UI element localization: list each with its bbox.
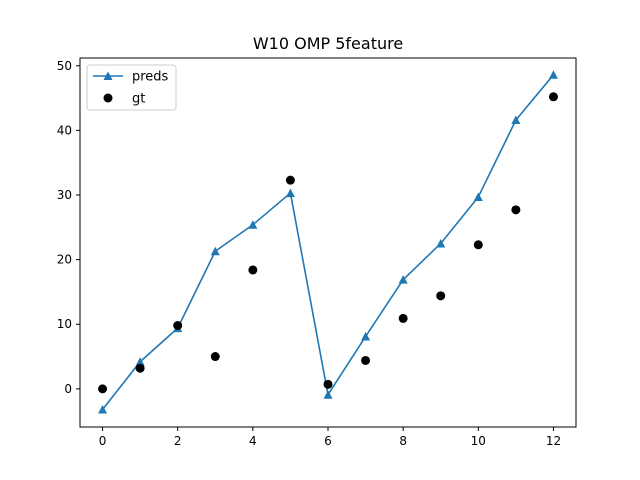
- legend-preds-marker: [103, 71, 113, 80]
- y-tick-label: 20: [57, 253, 72, 267]
- preds-point: [473, 192, 483, 201]
- legend-preds-label: preds: [132, 70, 169, 85]
- x-tick-label: 8: [399, 434, 407, 448]
- preds-point: [323, 390, 333, 399]
- x-tick-label: 12: [546, 434, 561, 448]
- gt-point: [548, 92, 558, 102]
- preds-point: [135, 357, 145, 366]
- x-tick-label: 10: [471, 434, 486, 448]
- y-tick-label: 40: [57, 123, 72, 137]
- gt-point: [511, 205, 521, 215]
- legend: preds gt: [86, 64, 177, 111]
- chart-title: W10 OMP 5feature: [253, 34, 403, 53]
- gt-point: [248, 265, 258, 275]
- plot-area: [98, 70, 558, 414]
- preds-point: [361, 332, 371, 341]
- gt-point: [473, 240, 483, 250]
- x-tick-label: 6: [324, 434, 332, 448]
- axes-ticks: 0 2 4 6 8 10 12 0 10 20 30 40 50: [57, 59, 561, 448]
- gt-point: [210, 352, 220, 362]
- axes-frame: [79, 57, 577, 428]
- preds-point: [248, 220, 258, 229]
- preds-point: [548, 70, 558, 79]
- gt-point: [173, 321, 183, 331]
- x-tick-label: 0: [99, 434, 107, 448]
- preds-point: [98, 405, 108, 414]
- x-tick-label: 2: [174, 434, 182, 448]
- gt-point: [361, 355, 371, 365]
- gt-point: [436, 291, 446, 301]
- y-tick-label: 50: [57, 59, 72, 73]
- y-tick-label: 0: [64, 382, 72, 396]
- gt-point: [398, 313, 408, 323]
- legend-gt-label: gt: [132, 92, 145, 107]
- preds-point: [398, 275, 408, 284]
- y-tick-label: 10: [57, 317, 72, 331]
- gt-point: [285, 175, 295, 185]
- preds-point: [436, 238, 446, 248]
- y-tick-label: 30: [57, 188, 72, 202]
- gt-point: [135, 363, 145, 373]
- x-tick-label: 4: [249, 434, 257, 448]
- gt-point: [98, 384, 108, 394]
- legend-gt-marker: [103, 93, 113, 103]
- preds-point: [285, 188, 295, 198]
- gt-point: [323, 379, 333, 389]
- preds-point: [210, 246, 220, 256]
- preds-point: [511, 115, 521, 125]
